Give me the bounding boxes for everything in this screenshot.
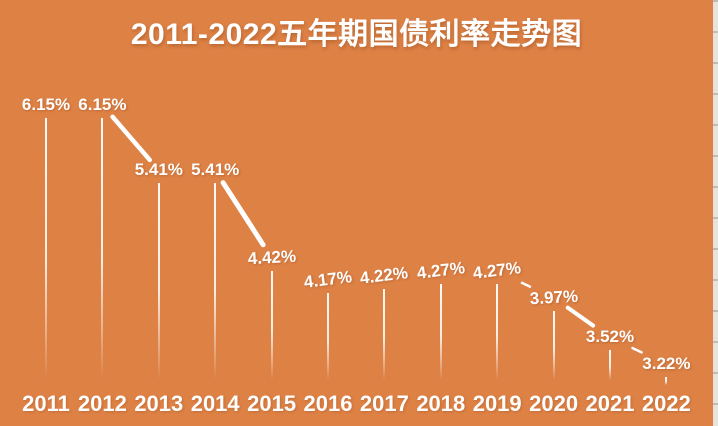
rate-label-2021: 3.52% (585, 327, 635, 347)
year-label-2012: 2012 (77, 391, 127, 416)
rate-label-2020: 3.97% (528, 286, 579, 308)
year-label-2011: 2011 (22, 391, 70, 416)
drop-connector-2012-2013 (110, 114, 153, 163)
rate-label-2013: 5.41% (134, 160, 183, 180)
year-label-2019: 2019 (472, 391, 522, 416)
year-label-2022: 2022 (641, 391, 691, 416)
rate-label-2022: 3.22% (642, 354, 691, 373)
stem-2022 (665, 377, 668, 385)
rate-label-2011: 6.15% (21, 95, 71, 114)
drop-connector-2021-2022 (631, 346, 643, 354)
stem-2020 (552, 310, 555, 380)
stem-2011 (45, 118, 47, 380)
rate-label-2012: 6.15% (78, 95, 127, 114)
year-label-2014: 2014 (190, 391, 240, 416)
year-label-2015: 2015 (247, 391, 297, 416)
stem-2015 (270, 270, 273, 380)
stem-2012 (101, 118, 104, 380)
year-label-2017: 2017 (359, 391, 409, 416)
stem-2019 (496, 284, 499, 380)
stem-2014 (214, 183, 217, 380)
drop-connector-2014-2015 (220, 180, 266, 248)
stem-2017 (383, 288, 386, 380)
stem-2018 (439, 284, 442, 380)
chart-title: 2011-2022五年期国债利率走势图 (130, 18, 583, 51)
stem-2013 (157, 183, 160, 380)
drop-connector-2019-2020 (520, 281, 532, 288)
rate-label-2015: 4.42% (246, 246, 297, 269)
year-label-2016: 2016 (303, 391, 353, 416)
rate-label-2014: 5.41% (191, 160, 240, 180)
stem-2021 (609, 350, 611, 380)
right-edge-strip (713, 0, 718, 426)
year-label-2021: 2021 (585, 391, 635, 416)
year-label-2018: 2018 (416, 391, 466, 416)
year-label-2020: 2020 (529, 391, 579, 416)
year-label-2013: 2013 (134, 391, 184, 416)
drop-connector-2020-2021 (565, 305, 596, 328)
stem-2016 (327, 293, 329, 380)
